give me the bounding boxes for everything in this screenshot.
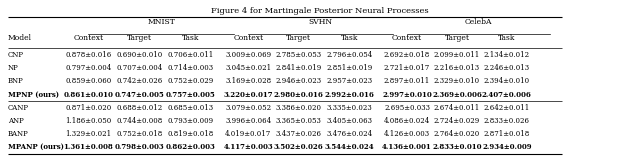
Text: Task: Task [340,34,358,42]
Text: CelebA: CelebA [465,18,492,26]
Text: Target: Target [127,34,152,42]
Text: 4.136±0.001: 4.136±0.001 [382,143,432,151]
Text: Context: Context [233,34,264,42]
Text: 2.957±0.023: 2.957±0.023 [326,77,372,85]
Text: 3.169±0.028: 3.169±0.028 [225,77,271,85]
Text: CANP: CANP [8,104,29,112]
Text: 0.690±0.010: 0.690±0.010 [116,51,163,59]
Text: 2.216±0.013: 2.216±0.013 [434,64,480,72]
Text: 0.752±0.029: 0.752±0.029 [168,77,214,85]
Text: 3.335±0.023: 3.335±0.023 [326,104,372,112]
Text: 2.407±0.006: 2.407±0.006 [482,91,532,99]
Text: 0.871±0.020: 0.871±0.020 [65,104,111,112]
Text: Context: Context [392,34,422,42]
Text: NP: NP [8,64,19,72]
Text: 2.369±0.006: 2.369±0.006 [432,91,482,99]
Text: 3.386±0.020: 3.386±0.020 [275,104,321,112]
Text: 2.134±0.012: 2.134±0.012 [484,51,530,59]
Text: 3.220±0.017: 3.220±0.017 [223,91,273,99]
Text: 3.405±0.063: 3.405±0.063 [326,117,372,125]
Text: 2.642±0.011: 2.642±0.011 [484,104,530,112]
Text: Target: Target [444,34,470,42]
Text: Target: Target [285,34,311,42]
Text: 0.757±0.005: 0.757±0.005 [166,91,216,99]
Text: 0.747±0.005: 0.747±0.005 [115,91,164,99]
Text: Task: Task [498,34,516,42]
Text: 2.946±0.023: 2.946±0.023 [275,77,321,85]
Text: 0.859±0.060: 0.859±0.060 [65,77,111,85]
Text: Figure 4 for Martingale Posterior Neural Processes: Figure 4 for Martingale Posterior Neural… [211,7,429,15]
Text: 2.841±0.019: 2.841±0.019 [275,64,321,72]
Text: 3.009±0.069: 3.009±0.069 [225,51,271,59]
Text: 3.544±0.024: 3.544±0.024 [324,143,374,151]
Text: 3.996±0.064: 3.996±0.064 [225,117,271,125]
Text: 0.685±0.013: 0.685±0.013 [168,104,214,112]
Text: 2.246±0.013: 2.246±0.013 [484,64,530,72]
Text: ANP: ANP [8,117,24,125]
Text: 4.117±0.003: 4.117±0.003 [223,143,273,151]
Text: MPNP (ours): MPNP (ours) [8,91,59,99]
Text: 2.394±0.010: 2.394±0.010 [484,77,530,85]
Text: 1.329±0.021: 1.329±0.021 [65,130,111,138]
Text: 0.742±0.026: 0.742±0.026 [116,77,163,85]
Text: 2.833±0.010: 2.833±0.010 [432,143,482,151]
Text: 2.329±0.010: 2.329±0.010 [434,77,480,85]
Text: 0.861±0.010: 0.861±0.010 [63,91,113,99]
Text: 0.707±0.004: 0.707±0.004 [116,64,163,72]
Text: 2.764±0.020: 2.764±0.020 [434,130,480,138]
Text: 2.721±0.017: 2.721±0.017 [384,64,430,72]
Text: 0.878±0.016: 0.878±0.016 [65,51,111,59]
Text: 4.019±0.017: 4.019±0.017 [225,130,271,138]
Text: MPANP (ours): MPANP (ours) [8,143,63,151]
Text: BANP: BANP [8,130,28,138]
Text: MNIST: MNIST [147,18,175,26]
Text: 0.706±0.011: 0.706±0.011 [168,51,214,59]
Text: 2.980±0.016: 2.980±0.016 [273,91,323,99]
Text: CNP: CNP [8,51,24,59]
Text: 2.934±0.009: 2.934±0.009 [482,143,532,151]
Text: 0.744±0.008: 0.744±0.008 [116,117,163,125]
Text: 0.688±0.012: 0.688±0.012 [116,104,163,112]
Text: 3.079±0.052: 3.079±0.052 [225,104,271,112]
Text: 3.365±0.053: 3.365±0.053 [275,117,321,125]
Text: SVHN: SVHN [308,18,333,26]
Text: Model: Model [8,34,32,42]
Text: 0.714±0.003: 0.714±0.003 [168,64,214,72]
Text: 2.099±0.011: 2.099±0.011 [434,51,480,59]
Text: 2.724±0.029: 2.724±0.029 [434,117,480,125]
Text: 4.086±0.024: 4.086±0.024 [384,117,430,125]
Text: 2.992±0.016: 2.992±0.016 [324,91,374,99]
Text: 0.793±0.009: 0.793±0.009 [168,117,214,125]
Text: 1.361±0.008: 1.361±0.008 [63,143,113,151]
Text: 2.785±0.053: 2.785±0.053 [275,51,321,59]
Text: 0.819±0.018: 0.819±0.018 [168,130,214,138]
Text: 2.692±0.018: 2.692±0.018 [384,51,430,59]
Text: 0.798±0.003: 0.798±0.003 [115,143,164,151]
Text: 2.695±0.033: 2.695±0.033 [384,104,430,112]
Text: 4.126±0.003: 4.126±0.003 [384,130,430,138]
Text: 3.437±0.026: 3.437±0.026 [275,130,321,138]
Text: Task: Task [182,34,200,42]
Text: 2.851±0.019: 2.851±0.019 [326,64,372,72]
Text: 2.796±0.054: 2.796±0.054 [326,51,372,59]
Text: 2.897±0.011: 2.897±0.011 [384,77,430,85]
Text: 2.997±0.010: 2.997±0.010 [382,91,432,99]
Text: 2.871±0.018: 2.871±0.018 [484,130,530,138]
Text: 3.502±0.026: 3.502±0.026 [273,143,323,151]
Text: 0.862±0.003: 0.862±0.003 [166,143,216,151]
Text: 3.045±0.021: 3.045±0.021 [225,64,271,72]
Text: BNP: BNP [8,77,24,85]
Text: 2.674±0.011: 2.674±0.011 [434,104,480,112]
Text: 0.752±0.018: 0.752±0.018 [116,130,163,138]
Text: 0.797±0.004: 0.797±0.004 [65,64,111,72]
Text: 3.476±0.024: 3.476±0.024 [326,130,372,138]
Text: 2.833±0.026: 2.833±0.026 [484,117,530,125]
Text: 1.186±0.050: 1.186±0.050 [65,117,111,125]
Text: Context: Context [73,34,104,42]
